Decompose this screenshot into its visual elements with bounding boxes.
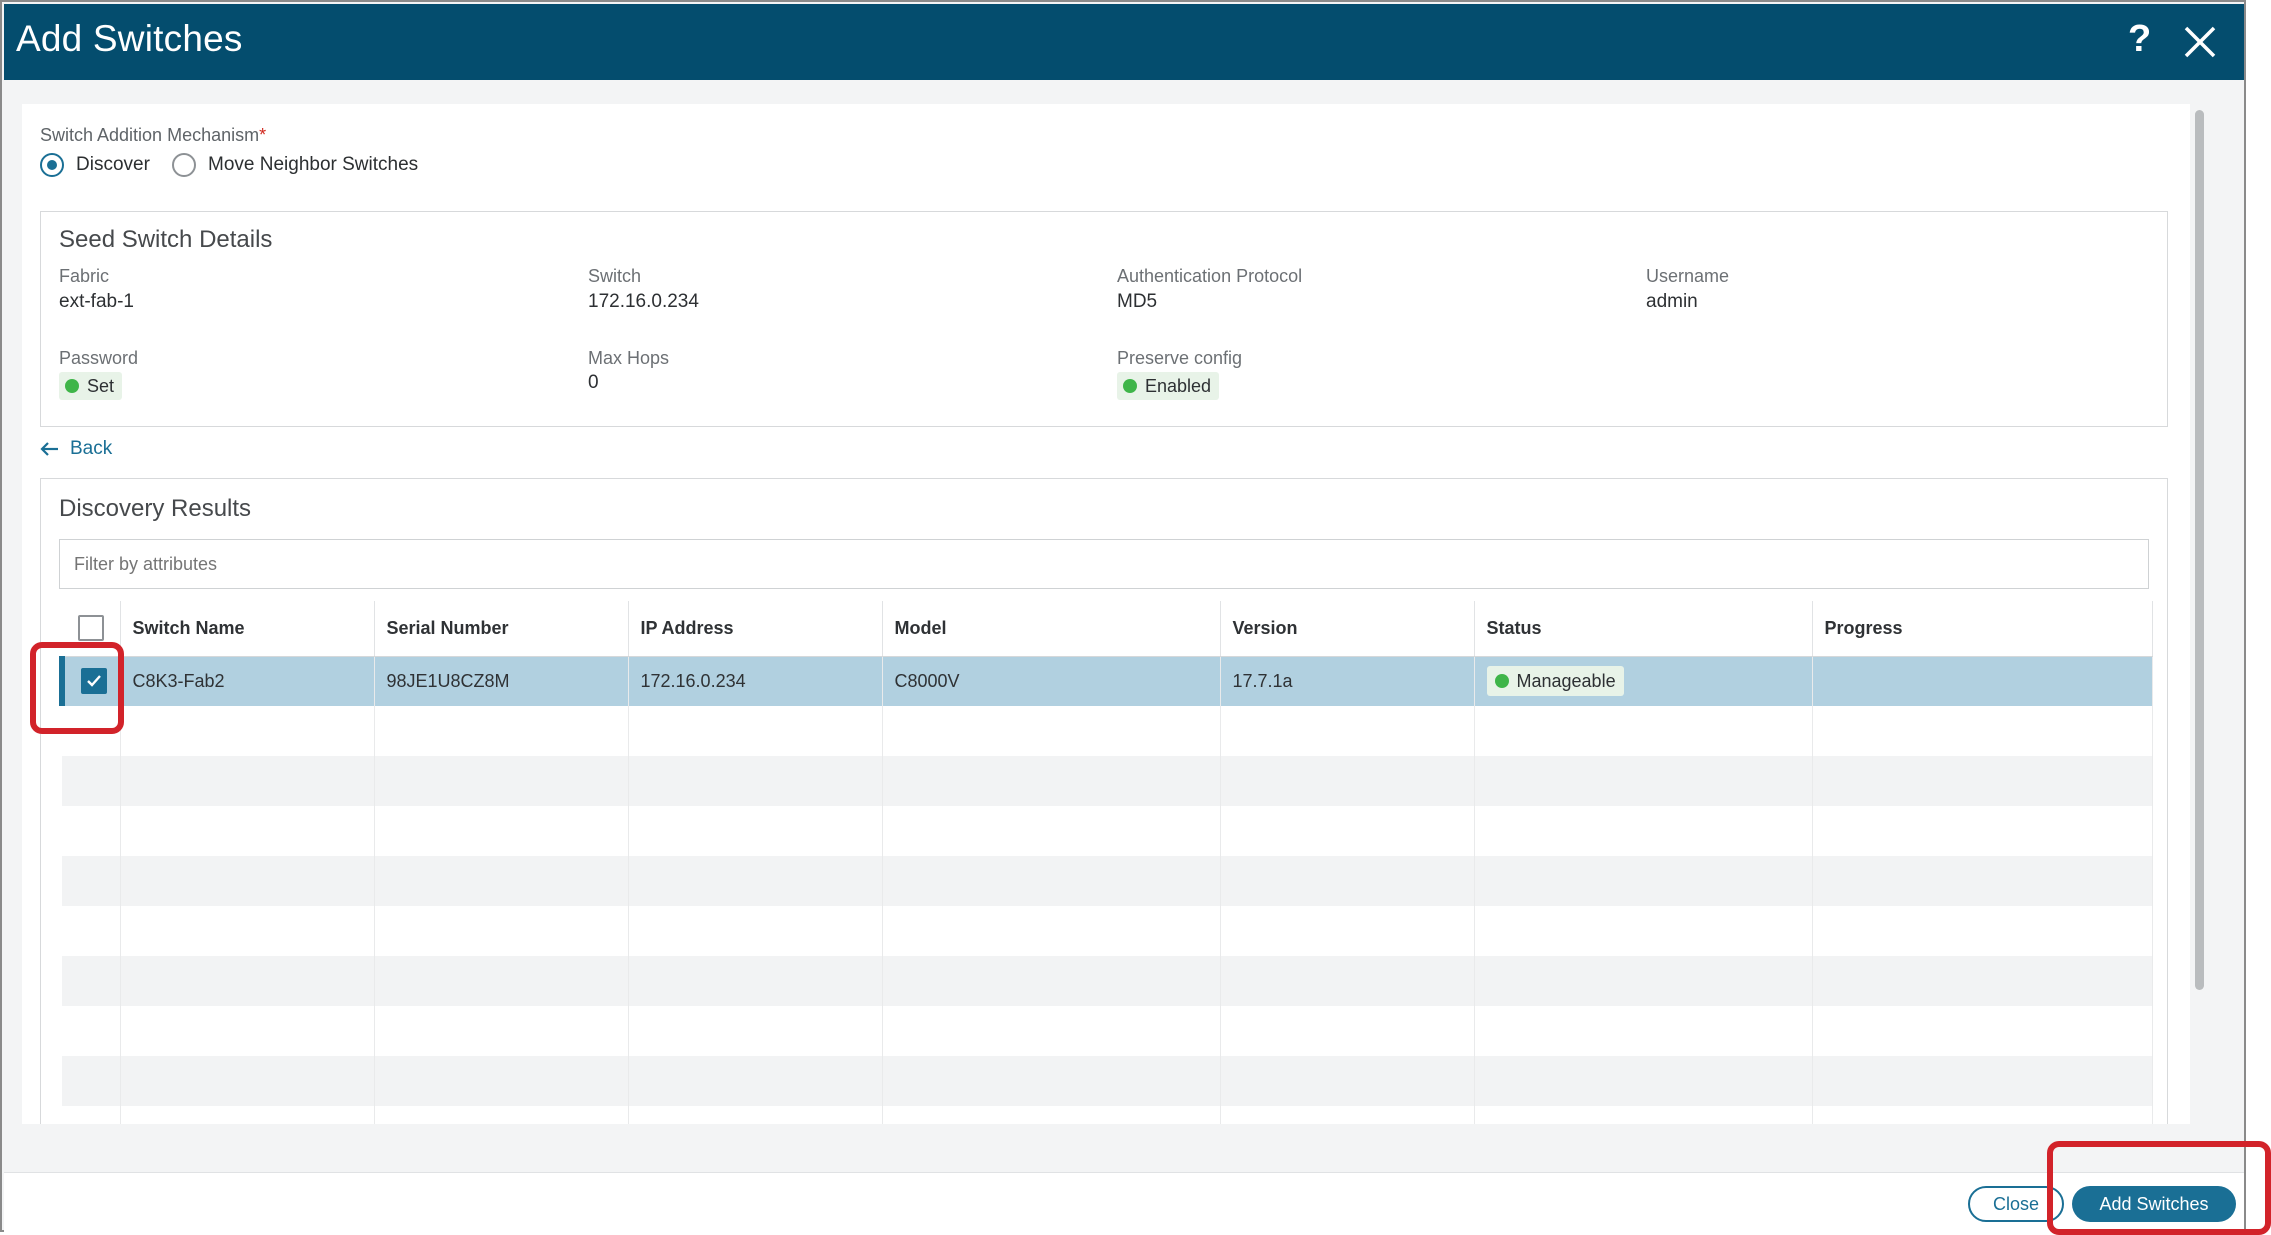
table-row[interactable]: C8K3-Fab2 98JE1U8CZ8M 172.16.0.234 C8000… (59, 656, 2153, 706)
dialog-content: Switch Addition Mechanism* Discover Move… (22, 104, 2190, 1124)
radio-move-neighbor-label: Move Neighbor Switches (208, 154, 419, 175)
password-status-badge: Set (59, 372, 123, 400)
col-version[interactable]: Version (1220, 601, 1475, 657)
max-hops-label: Max Hops (588, 348, 670, 368)
cell-version: 17.7.1a (1220, 656, 1475, 706)
auth-protocol-value: MD5 (1117, 291, 1158, 312)
arrow-left-icon (40, 442, 58, 456)
discovery-table: Switch Name Serial Number IP Address Mod… (59, 601, 2153, 1124)
mechanism-label: Switch Addition Mechanism* (40, 125, 267, 145)
switch-label: Switch (588, 266, 642, 286)
col-progress[interactable]: Progress (1812, 601, 2153, 657)
preserve-config-label: Preserve config (1117, 348, 1243, 368)
empty-row (62, 806, 2153, 856)
add-switches-button[interactable]: Add Switches (2072, 1186, 2236, 1222)
empty-row (62, 1006, 2153, 1056)
cell-status: Manageable (1474, 656, 1813, 706)
help-icon[interactable]: ? (2128, 18, 2152, 60)
col-status[interactable]: Status (1474, 601, 1813, 657)
radio-move-neighbor[interactable] (172, 153, 196, 177)
cell-serial-number: 98JE1U8CZ8M (374, 656, 629, 706)
row-checkbox[interactable] (81, 668, 107, 695)
filter-input[interactable] (59, 539, 2149, 589)
fabric-label: Fabric (59, 266, 110, 286)
empty-row (62, 1106, 2153, 1124)
password-label: Password (59, 348, 139, 368)
cell-model: C8000V (882, 656, 1221, 706)
cell-switch-name: C8K3-Fab2 (120, 656, 375, 706)
status-badge: Manageable (1486, 666, 1624, 697)
empty-row (62, 706, 2153, 756)
fabric-value: ext-fab-1 (59, 291, 134, 312)
select-all-checkbox[interactable] (78, 615, 104, 642)
col-serial-number[interactable]: Serial Number (374, 601, 629, 657)
close-icon[interactable] (2182, 24, 2218, 60)
username-label: Username (1646, 266, 1730, 286)
discovery-title: Discovery Results (59, 495, 252, 522)
status-dot-icon (65, 379, 79, 393)
status-dot-icon (1494, 674, 1509, 689)
dialog-header: Add Switches ? (4, 4, 2244, 80)
empty-row (62, 756, 2153, 806)
radio-discover[interactable] (40, 153, 64, 177)
empty-row (62, 956, 2153, 1006)
cell-ip-address: 172.16.0.234 (628, 656, 883, 706)
switch-value: 172.16.0.234 (588, 291, 699, 312)
empty-row (62, 856, 2153, 906)
status-dot-icon (1123, 379, 1137, 393)
row-select-cell (59, 656, 121, 706)
auth-protocol-label: Authentication Protocol (1117, 266, 1303, 286)
empty-row (62, 1056, 2153, 1106)
username-value: admin (1646, 291, 1698, 312)
seed-panel-title: Seed Switch Details (59, 226, 273, 253)
col-switch-name[interactable]: Switch Name (120, 601, 375, 657)
discovery-results-panel: Discovery Results Switch Name Serial Num… (40, 478, 2168, 1124)
dialog-title: Add Switches (16, 18, 243, 59)
cell-progress (1812, 656, 2153, 706)
highlight-row-checkbox (30, 642, 124, 734)
table-header-row: Switch Name Serial Number IP Address Mod… (62, 601, 2153, 657)
empty-row (62, 906, 2153, 956)
col-ip-address[interactable]: IP Address (628, 601, 883, 657)
radio-discover-label: Discover (76, 154, 150, 175)
max-hops-value: 0 (588, 372, 599, 393)
seed-switch-panel: Seed Switch Details Fabric ext-fab-1 Swi… (40, 211, 2168, 427)
scrollbar-thumb[interactable] (2195, 110, 2204, 990)
col-model[interactable]: Model (882, 601, 1221, 657)
preserve-config-badge: Enabled (1117, 372, 1220, 400)
check-icon (87, 675, 101, 687)
highlight-add-switches (2047, 1141, 2271, 1235)
dialog-footer (4, 1172, 2244, 1233)
back-link[interactable]: Back (40, 438, 112, 460)
